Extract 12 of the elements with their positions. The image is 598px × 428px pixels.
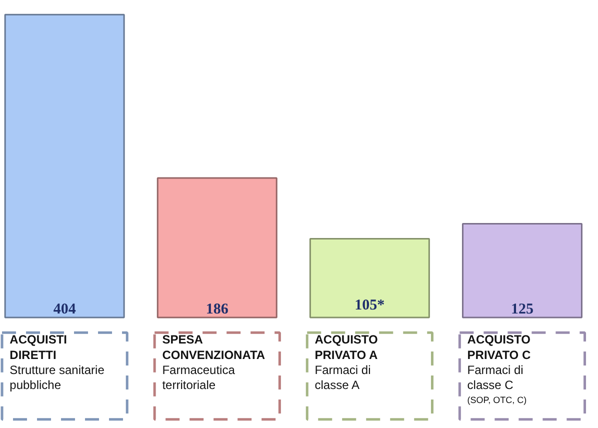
x-tick-label: SPESA CONVENZIONATA Farmaceutica territoriale [162, 332, 266, 392]
x-tick-label: ACQUISTO PRIVATO A Farmaci di classe A [314, 332, 378, 392]
bar [156, 177, 278, 318]
data-label: 404 [53, 301, 76, 318]
bar [462, 223, 582, 318]
bar [309, 238, 430, 318]
x-tick-label: ACQUISTI DIRETTI Strutture sanitarie pubbliche [10, 332, 105, 392]
data-label: 125 [510, 301, 534, 318]
x-tick-label: ACQUISTO PRIVATO C Farmaci di classe C (SOP, OTC, C) [467, 332, 531, 406]
data-label: 105* [354, 297, 385, 314]
bar [4, 14, 125, 318]
data-label: 186 [206, 301, 229, 318]
